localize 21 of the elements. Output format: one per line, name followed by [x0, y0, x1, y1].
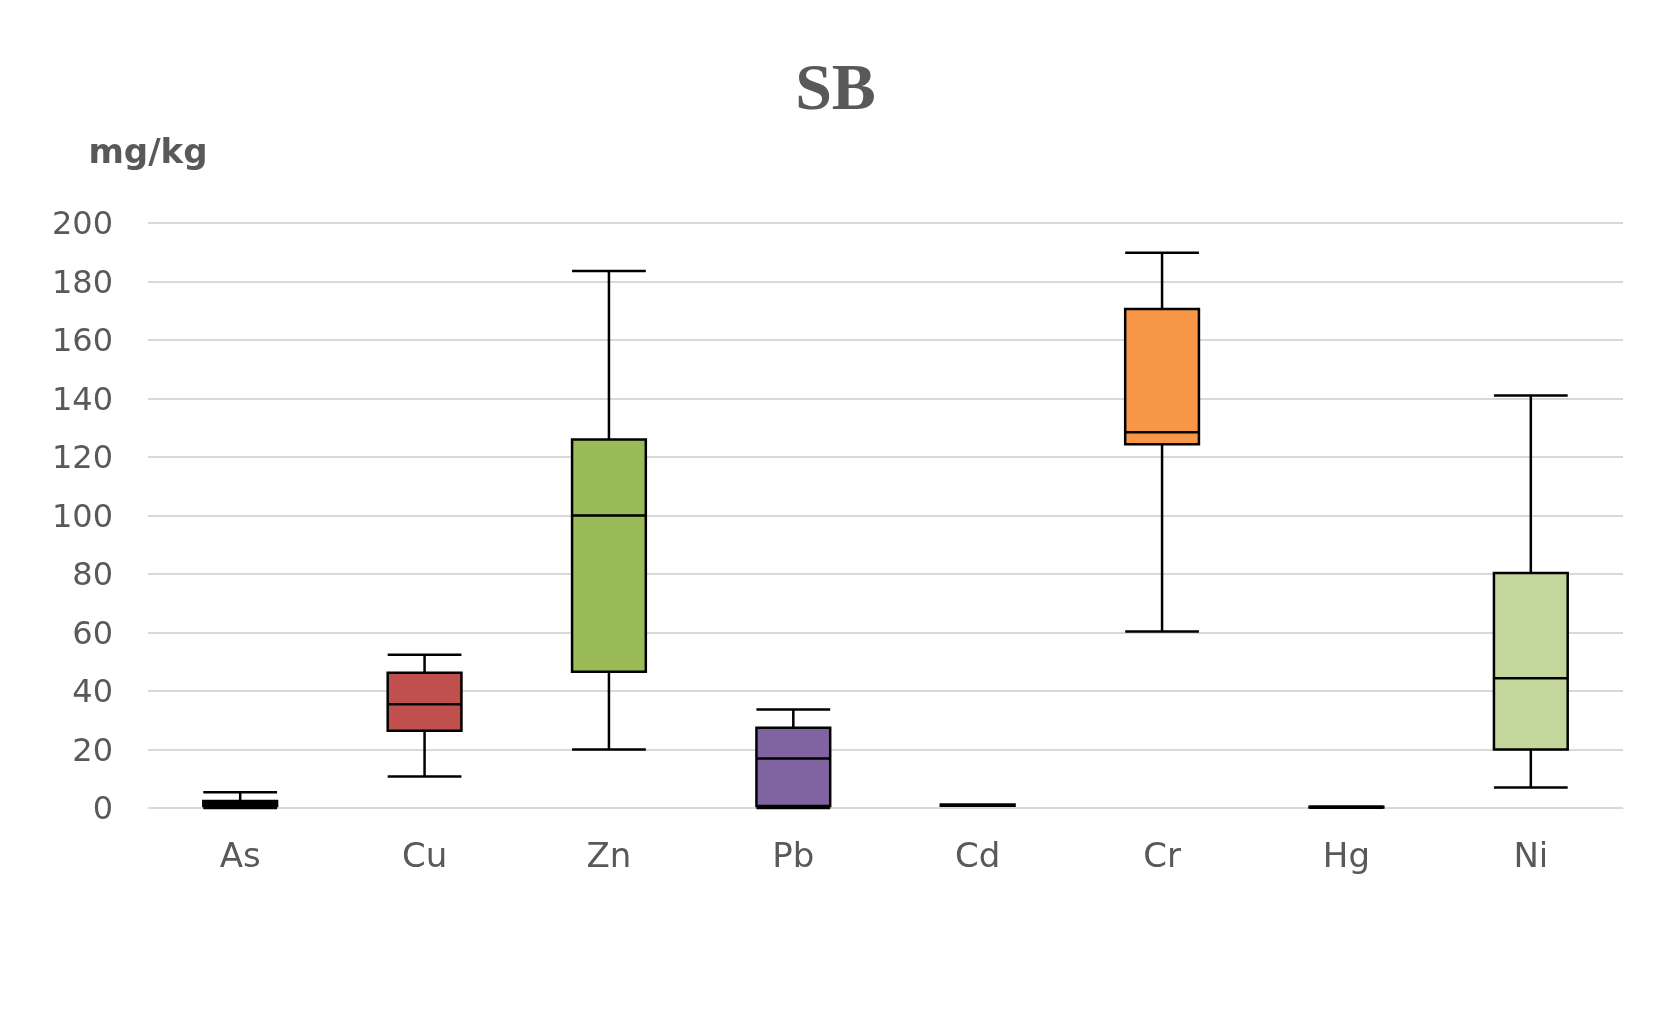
- x-tick-label: Cd: [955, 835, 1001, 875]
- y-tick-label: 0: [92, 789, 113, 827]
- y-tick-label: 60: [72, 613, 113, 652]
- x-tick-label: Pb: [772, 835, 815, 875]
- y-tick-label: 140: [51, 379, 113, 418]
- y-tick-label: 20: [72, 730, 113, 769]
- x-tick-label: Zn: [586, 835, 632, 875]
- x-tick-label: Hg: [1322, 835, 1371, 875]
- y-tick-label: 40: [72, 672, 113, 710]
- y-tick-label: 160: [51, 321, 113, 359]
- y-tick-label: 120: [51, 438, 113, 476]
- y-axis-title: mg/kg: [88, 131, 208, 171]
- x-tick-label: Cr: [1143, 835, 1181, 875]
- y-tick-label: 80: [72, 555, 113, 593]
- y-tick-label: 200: [51, 204, 113, 242]
- x-tick-label: As: [219, 835, 261, 875]
- y-tick-label: 180: [51, 262, 113, 301]
- y-tick-label: 100: [51, 496, 113, 535]
- chart-title: SB: [795, 49, 876, 123]
- x-tick-label: Ni: [1513, 835, 1549, 875]
- x-tick-label: Cu: [401, 835, 448, 875]
